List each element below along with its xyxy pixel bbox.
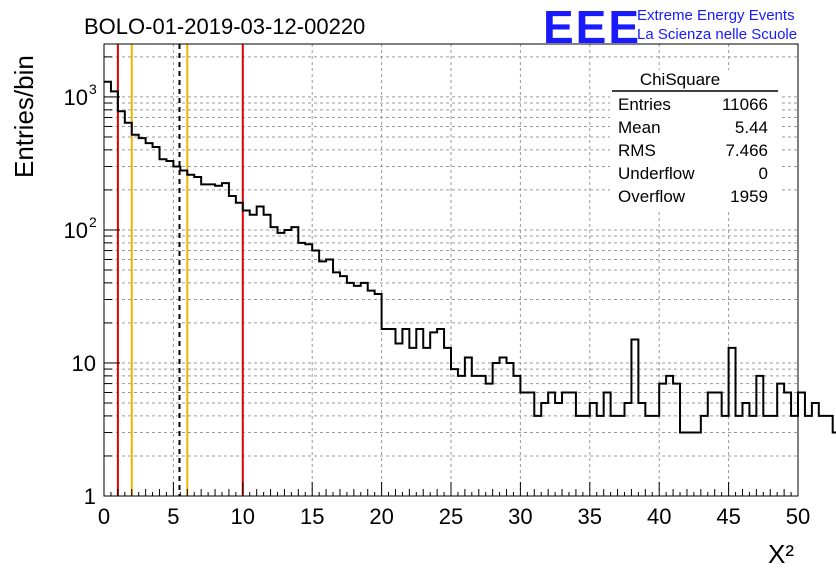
reference-lines bbox=[116, 44, 244, 496]
stats-value-entries: 11066 bbox=[722, 95, 768, 114]
y-axis-title: Entries/bin bbox=[9, 55, 39, 178]
eee-logo: EEE Extreme Energy Events La Scienza nel… bbox=[543, 1, 797, 53]
stats-box-bg bbox=[610, 70, 780, 210]
stats-label-entries: Entries bbox=[618, 95, 671, 114]
stats-label-rms: RMS bbox=[618, 141, 656, 160]
eee-logo-line1: Extreme Energy Events bbox=[637, 7, 795, 24]
y-tick-exponent: 3 bbox=[89, 81, 97, 97]
y-tick-label: 10 bbox=[72, 351, 96, 376]
x-tick-label: 15 bbox=[300, 504, 324, 529]
eee-logo-line2: La Scienza nelle Scuole bbox=[637, 26, 797, 43]
stats-box: ChiSquare Entries 11066 Mean 5.44 RMS 7.… bbox=[610, 70, 780, 210]
x-tick-label: 5 bbox=[167, 504, 179, 529]
chart-title: BOLO-01-2019-03-12-00220 bbox=[84, 14, 365, 39]
stats-value-underflow: 0 bbox=[759, 164, 768, 183]
x-tick-label: 25 bbox=[439, 504, 463, 529]
x-tick-label: 10 bbox=[231, 504, 255, 529]
x-tick-label: 20 bbox=[369, 504, 393, 529]
y-tick-label: 10 bbox=[64, 218, 88, 243]
x-tick-label: 0 bbox=[98, 504, 110, 529]
x-tick-label: 40 bbox=[647, 504, 671, 529]
stats-title: ChiSquare bbox=[640, 70, 720, 89]
stats-value-rms: 7.466 bbox=[725, 141, 768, 160]
histogram-outline bbox=[104, 80, 836, 434]
axis-ticks bbox=[103, 56, 799, 497]
stats-value-mean: 5.44 bbox=[735, 118, 768, 137]
stats-label-underflow: Underflow bbox=[618, 164, 695, 183]
x-tick-labels: 0 5 10 15 20 25 30 35 40 45 50 bbox=[98, 504, 810, 529]
x-tick-label: 30 bbox=[508, 504, 532, 529]
y-tick-label: 1 bbox=[84, 484, 96, 509]
x-tick-label: 50 bbox=[786, 504, 810, 529]
y-tick-exponent: 2 bbox=[89, 214, 97, 230]
y-tick-label: 10 bbox=[64, 85, 88, 110]
stats-value-overflow: 1959 bbox=[730, 187, 768, 206]
x-tick-label: 45 bbox=[716, 504, 740, 529]
stats-label-mean: Mean bbox=[618, 118, 661, 137]
x-axis-title: X² bbox=[768, 539, 794, 569]
x-tick-label: 35 bbox=[578, 504, 602, 529]
stats-label-overflow: Overflow bbox=[618, 187, 686, 206]
